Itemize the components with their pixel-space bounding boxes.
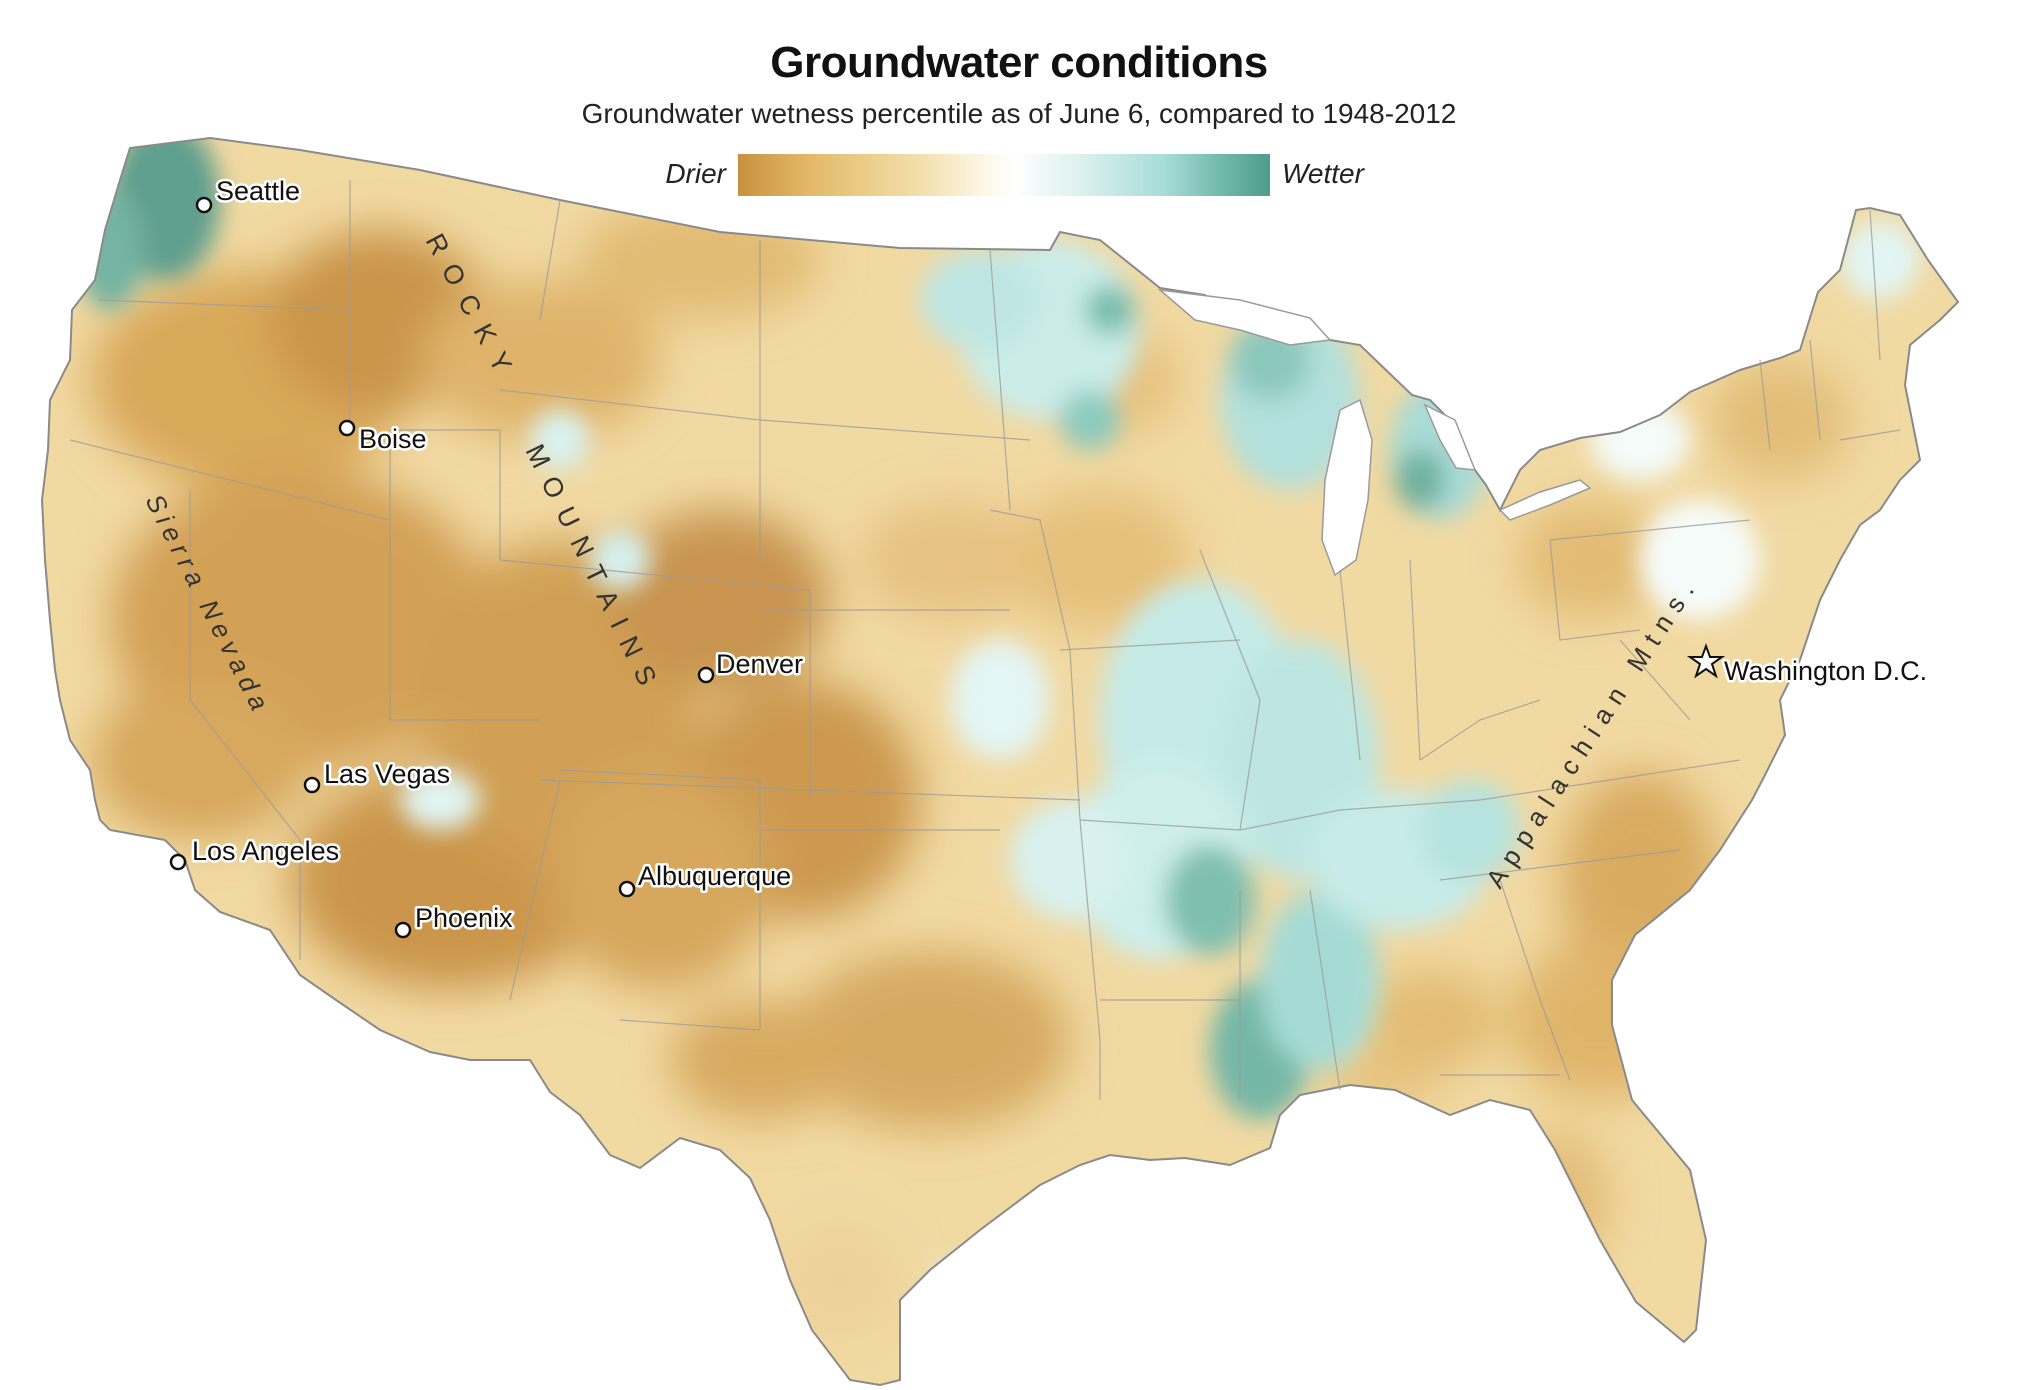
- dry-areas: [90, 200, 1850, 1340]
- city-label-los-angeles: Los Angeles: [192, 836, 339, 866]
- city-label-boise: Boise: [359, 424, 427, 454]
- city-marker-boise: [338, 419, 356, 437]
- city-marker-albuquerque: [618, 880, 636, 898]
- lake-superior: [1157, 288, 1332, 346]
- city-marker-denver: [697, 666, 715, 684]
- map-subtitle: Groundwater wetness percentile as of Jun…: [581, 98, 1457, 129]
- lake-huron: [1423, 403, 1477, 471]
- city-label-phoenix: Phoenix: [415, 903, 513, 933]
- city-labels: Seattle Boise Denver Las Vegas Los Angel…: [190, 174, 1930, 936]
- legend-high-label: Wetter: [1282, 158, 1364, 189]
- lake-michigan: [1321, 398, 1373, 577]
- city-marker-washington-star: [1686, 643, 1726, 679]
- city-marker-los-angeles: [169, 853, 187, 871]
- city-marker-seattle: [195, 196, 213, 214]
- city-marker-phoenix: [394, 921, 412, 939]
- city-label-denver: Denver: [716, 649, 803, 679]
- legend-gradient-bar: [738, 154, 1270, 196]
- state-borders: [69, 180, 1901, 1100]
- lake-erie: [1498, 479, 1592, 521]
- city-marker-las-vegas: [303, 776, 321, 794]
- city-label-las-vegas: Las Vegas: [324, 759, 450, 789]
- map-title: Groundwater conditions: [770, 38, 1268, 87]
- city-label-albuquerque: Albuquerque: [638, 861, 791, 891]
- legend-low-label: Drier: [665, 158, 726, 189]
- city-label-seattle: Seattle: [216, 176, 300, 206]
- wet-areas: [75, 138, 1920, 1340]
- city-markers: [169, 196, 1726, 939]
- city-label-washington: Washington D.C.: [1724, 656, 1927, 686]
